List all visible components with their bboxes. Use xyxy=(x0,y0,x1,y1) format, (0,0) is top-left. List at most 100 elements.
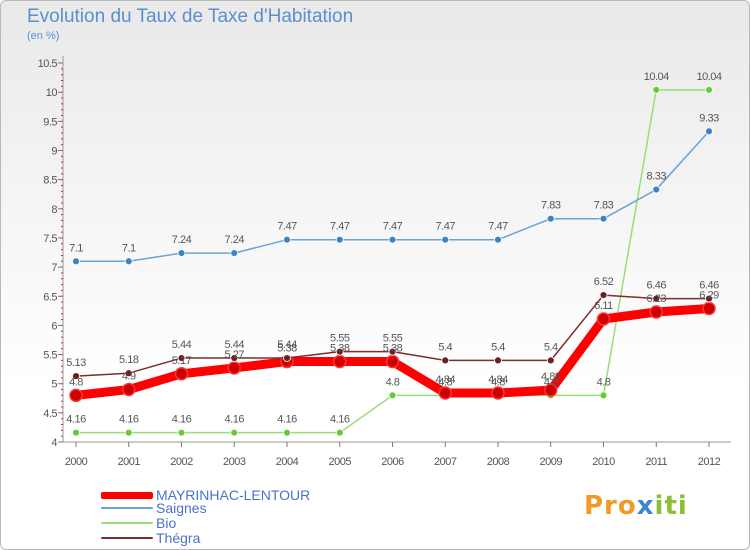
data-label: 7.1 xyxy=(122,242,136,254)
data-label: 9.33 xyxy=(699,112,719,124)
data-point xyxy=(333,354,347,369)
data-label: 10.04 xyxy=(696,71,721,83)
chart-title: Evolution du Taux de Taxe d'Habitation xyxy=(27,6,354,27)
data-label: 4.84 xyxy=(436,374,456,386)
x-tick-label: 2000 xyxy=(65,456,88,468)
data-label: 5.4 xyxy=(544,341,558,353)
x-tick-label: 2004 xyxy=(276,456,299,468)
legend-label: Saignes xyxy=(156,500,207,516)
data-point xyxy=(702,301,716,316)
data-point xyxy=(596,312,611,326)
x-tick-label: 2012 xyxy=(698,456,721,468)
x-tick-label: 2009 xyxy=(540,456,563,468)
data-point xyxy=(124,257,133,266)
data-point xyxy=(494,235,502,244)
data-point xyxy=(494,356,502,365)
data-point xyxy=(335,347,344,356)
data-label: 8.33 xyxy=(647,171,667,183)
legend-item-bio: Bio xyxy=(101,516,176,530)
y-tick-label: 7 xyxy=(51,262,57,274)
data-point xyxy=(599,391,608,400)
data-point xyxy=(230,249,239,258)
data-point xyxy=(227,361,241,375)
data-point xyxy=(283,354,291,362)
y-tick-label: 10 xyxy=(46,87,58,99)
data-point xyxy=(705,294,713,303)
x-tick-label: 2007 xyxy=(434,456,457,468)
data-label: 5.27 xyxy=(225,349,245,361)
data-point xyxy=(599,214,608,223)
legend-label: MAYRINHAC-LENTOUR xyxy=(156,487,311,503)
data-label: 5.44 xyxy=(225,339,245,351)
x-tick-label: 2008 xyxy=(487,456,510,468)
data-label: 6.46 xyxy=(699,280,719,292)
data-point xyxy=(230,428,239,437)
data-point xyxy=(124,369,133,378)
data-point xyxy=(283,235,291,244)
data-label: 5.38 xyxy=(277,343,297,355)
x-tick-label: 2005 xyxy=(329,456,352,468)
data-point xyxy=(335,235,344,244)
data-point xyxy=(69,388,83,403)
data-label: 4.16 xyxy=(172,414,192,426)
data-point xyxy=(705,127,713,136)
data-point xyxy=(441,356,450,365)
data-point xyxy=(385,354,400,369)
y-tick-label: 5.5 xyxy=(43,350,57,362)
y-tick-label: 4 xyxy=(51,437,57,449)
data-point xyxy=(546,356,555,365)
data-label: 5.55 xyxy=(330,333,350,345)
x-tick-label: 2003 xyxy=(223,456,246,468)
legend-swatch xyxy=(101,522,153,524)
data-point xyxy=(177,428,186,437)
legend-item-saignes: Saignes xyxy=(101,501,207,515)
data-label: 5.13 xyxy=(66,357,86,369)
data-label: 6.52 xyxy=(594,276,614,288)
y-tick-label: 9.5 xyxy=(43,116,57,128)
data-point xyxy=(649,305,663,319)
data-point xyxy=(177,354,186,362)
data-label: 5.17 xyxy=(172,355,192,367)
data-point xyxy=(491,386,505,400)
data-label: 5.44 xyxy=(277,339,297,351)
data-label: 7.47 xyxy=(277,221,297,233)
x-tick-label: 2001 xyxy=(118,456,141,468)
data-label: 5.18 xyxy=(119,354,139,366)
y-tick-label: 6.5 xyxy=(43,291,57,303)
data-point xyxy=(388,391,397,400)
data-label: 5.4 xyxy=(491,341,505,353)
y-tick-label: 8 xyxy=(51,204,57,216)
data-label: 5.4 xyxy=(438,341,452,353)
proxiti-logo: Proxiti xyxy=(584,491,688,521)
data-label: 7.47 xyxy=(436,221,456,233)
y-tick-label: 9 xyxy=(51,146,57,158)
data-point xyxy=(177,249,186,258)
data-label: 7.24 xyxy=(172,234,192,246)
data-point xyxy=(72,428,80,437)
data-label: 5.55 xyxy=(383,333,403,345)
data-label: 6.29 xyxy=(699,289,719,301)
data-point xyxy=(174,367,189,381)
y-tick-label: 4.5 xyxy=(43,408,57,420)
data-point xyxy=(599,291,608,299)
data-label: 4.8 xyxy=(597,376,611,388)
data-label: 4.16 xyxy=(277,414,297,426)
legend-swatch xyxy=(101,491,153,499)
data-label: 4.8 xyxy=(69,376,83,388)
data-point xyxy=(124,428,133,437)
legend-label: Bio xyxy=(156,515,177,531)
data-label: 10.04 xyxy=(644,71,669,83)
y-tick-label: 8.5 xyxy=(43,175,57,187)
data-point xyxy=(230,354,239,362)
data-label: 5.38 xyxy=(330,343,350,355)
data-label: 7.83 xyxy=(594,200,614,212)
data-label: 4.16 xyxy=(225,414,245,426)
data-point xyxy=(544,383,558,397)
y-tick-label: 5 xyxy=(51,379,57,391)
data-label: 4.16 xyxy=(66,414,86,426)
x-tick-label: 2006 xyxy=(381,456,404,468)
data-point xyxy=(283,428,291,437)
y-tick-label: 7.5 xyxy=(43,233,57,245)
data-label: 7.47 xyxy=(383,221,403,233)
